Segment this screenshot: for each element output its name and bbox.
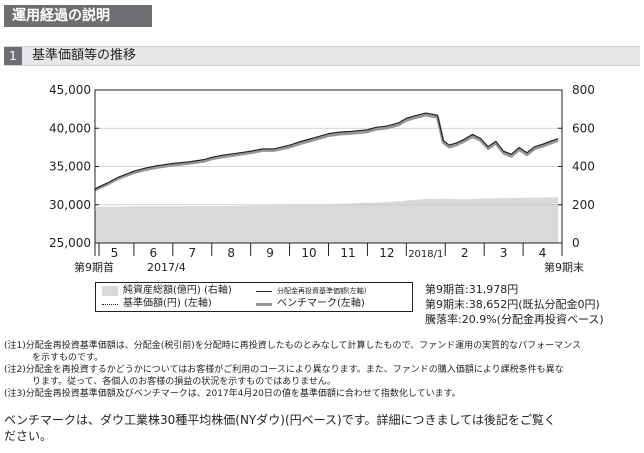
x-axis-month-label: 2018/1 bbox=[408, 249, 443, 260]
note-2-cont: ります。従って、各個人のお客様の損益の状況を示すものではありません。 bbox=[32, 377, 336, 387]
right-axis-tick-label: 400 bbox=[572, 160, 595, 174]
series-reinvested-line bbox=[94, 112, 559, 191]
section-title: 基準価額等の推移 bbox=[32, 48, 137, 63]
note-1-cont: を示すものです。 bbox=[32, 353, 104, 363]
performance-stats: 第9期首:31,978円 第9期末:38,652円(既払分配金0円) 騰落率:2… bbox=[425, 282, 604, 327]
note-1: (注1)分配金再投資基準価額は、分配金(税引前)を分配時に再投資したものとみなし… bbox=[4, 341, 581, 351]
legend-label-nav: 基準価額(円) (左軸) bbox=[123, 298, 212, 309]
stat-change: 騰落率:20.9%(分配金再投資ベース) bbox=[425, 313, 604, 326]
x-axis-month-label: 10 bbox=[301, 246, 316, 260]
benchmark-description: ベンチマークは、ダウ工業株30種平均株価(NYダウ)(円ベース)です。詳細につき… bbox=[4, 412, 640, 444]
section-number: 1 bbox=[4, 47, 22, 65]
right-axis-tick-label: 0 bbox=[572, 236, 580, 250]
benchmark-line-2: ださい。 bbox=[4, 429, 53, 443]
left-axis-tick-label: 25,000 bbox=[49, 236, 91, 250]
x-axis-month-label: 3 bbox=[500, 246, 508, 260]
footnotes: (注1)分配金再投資基準価額は、分配金(税引前)を分配時に再投資したものとみなし… bbox=[4, 340, 640, 400]
chart-lines-layer bbox=[94, 112, 559, 192]
legend-swatch-reinvested bbox=[256, 291, 272, 292]
left-axis-tick-label: 30,000 bbox=[49, 198, 91, 212]
note-2: (注2)分配金を再投資するかどうかについてはお客様がご利用のコースにより異なりま… bbox=[4, 365, 564, 375]
chart-axes-layer: 45,000 40,000 35,000 30,000 25,000 800 600 400 2… bbox=[49, 83, 595, 274]
x-axis-month-label: 5 bbox=[111, 246, 119, 260]
x-axis-month-label: 6 bbox=[150, 246, 158, 260]
x-axis-month-label: 4 bbox=[539, 246, 547, 260]
series-net-assets-area bbox=[95, 197, 559, 243]
legend-swatch-nav bbox=[102, 304, 118, 305]
right-axis-tick-label: 800 bbox=[572, 83, 595, 97]
x-axis-month-label: 8 bbox=[227, 246, 235, 260]
section-banner: 運用経過の説明 bbox=[4, 5, 152, 27]
legend-label-benchmark: ベンチマーク(左軸) bbox=[277, 298, 365, 309]
legend-label-net-assets: 純資産総額(億円) (右軸) bbox=[123, 285, 232, 296]
x-axis-start-date: 2017/4 bbox=[147, 261, 186, 274]
x-axis-month-label: 9 bbox=[266, 246, 274, 260]
left-axis-tick-label: 40,000 bbox=[49, 121, 91, 135]
x-axis-period-start: 第9期首 bbox=[74, 260, 114, 274]
chart-area-layer bbox=[95, 197, 559, 243]
legend-swatch-benchmark bbox=[256, 303, 272, 306]
x-axis-month-label: 2 bbox=[461, 246, 469, 260]
benchmark-line-1: ベンチマークは、ダウ工業株30種平均株価(NYダウ)(円ベース)です。詳細につき… bbox=[4, 413, 556, 427]
right-axis-tick-label: 200 bbox=[572, 198, 595, 212]
left-axis-tick-label: 35,000 bbox=[49, 160, 91, 174]
chart-legend: 純資産総額(億円) (右軸) 基準価額(円) (左軸) 分配金再投資基準価額(左… bbox=[95, 282, 413, 312]
left-axis-tick-label: 45,000 bbox=[49, 83, 91, 97]
x-axis-month-label: 7 bbox=[188, 246, 196, 260]
section-subheader: 1 基準価額等の推移 bbox=[4, 46, 640, 66]
stat-end: 第9期末:38,652円(既払分配金0円) bbox=[425, 298, 600, 311]
price-chart: 45,000 40,000 35,000 30,000 25,000 800 600 400 2… bbox=[49, 83, 595, 274]
note-3: (注3)分配金再投資基準価額及びベンチマークは、2017年4月20日の値を基準価… bbox=[4, 389, 461, 399]
right-axis-tick-label: 600 bbox=[572, 121, 595, 135]
series-nav-line bbox=[94, 112, 559, 190]
x-axis-month-label: 11 bbox=[340, 246, 355, 260]
legend-swatch-net-assets bbox=[102, 286, 118, 296]
stat-start: 第9期首:31,978円 bbox=[425, 283, 519, 296]
legend-label-reinvested: 分配金再投資基準価額(左軸) bbox=[277, 287, 367, 295]
x-axis-month-label: 12 bbox=[379, 246, 394, 260]
series-benchmark-line bbox=[94, 113, 559, 192]
x-axis-period-end: 第9期末 bbox=[544, 260, 584, 274]
